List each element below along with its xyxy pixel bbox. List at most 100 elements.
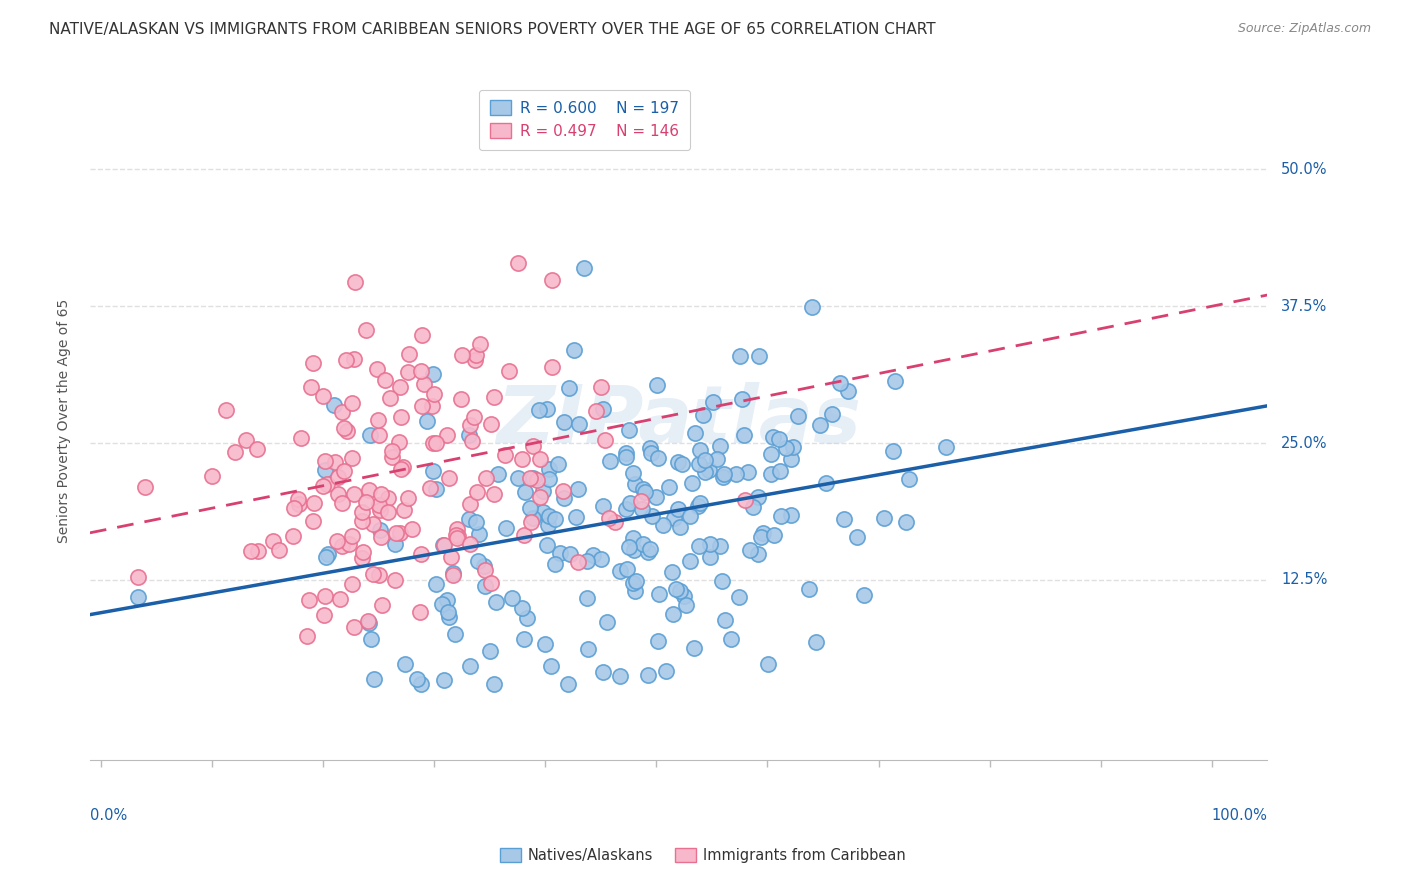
Point	[648, 587, 671, 601]
Point	[352, 545, 374, 559]
Point	[747, 547, 769, 561]
Point	[512, 451, 534, 466]
Point	[770, 508, 793, 523]
Point	[553, 491, 575, 505]
Point	[368, 428, 391, 442]
Point	[617, 540, 640, 554]
Point	[624, 584, 647, 599]
Point	[463, 410, 485, 425]
Point	[422, 464, 444, 478]
Point	[666, 502, 689, 516]
Point	[897, 472, 920, 486]
Point	[768, 432, 790, 446]
Point	[359, 428, 381, 442]
Point	[634, 485, 657, 500]
Point	[467, 554, 489, 568]
Point	[468, 336, 491, 351]
Point	[420, 399, 443, 413]
Point	[846, 530, 869, 544]
Point	[315, 454, 337, 468]
Point	[682, 640, 704, 655]
Point	[574, 260, 596, 275]
Point	[287, 492, 309, 507]
Point	[519, 515, 541, 529]
Point	[551, 484, 574, 499]
Point	[422, 435, 444, 450]
Point	[474, 559, 496, 574]
Point	[599, 454, 621, 468]
Point	[699, 550, 721, 565]
Point	[267, 542, 290, 557]
Point	[631, 482, 654, 496]
Point	[419, 481, 441, 495]
Point	[474, 579, 496, 593]
Point	[342, 577, 364, 591]
Point	[614, 446, 637, 460]
Point	[401, 522, 423, 536]
Point	[409, 606, 432, 620]
Point	[513, 632, 536, 647]
Point	[498, 364, 520, 378]
Point	[688, 539, 710, 553]
Point	[516, 610, 538, 624]
Point	[246, 442, 269, 456]
Point	[322, 398, 344, 412]
Legend: Natives/Alaskans, Immigrants from Caribbean: Natives/Alaskans, Immigrants from Caribb…	[495, 842, 911, 869]
Point	[692, 409, 714, 423]
Point	[406, 673, 429, 687]
Point	[630, 501, 652, 516]
Point	[884, 374, 907, 388]
Point	[658, 480, 681, 494]
Point	[641, 509, 664, 524]
Point	[460, 497, 482, 511]
Point	[585, 404, 607, 418]
Point	[461, 434, 484, 448]
Text: 25.0%: 25.0%	[1281, 435, 1327, 450]
Point	[316, 547, 339, 561]
Point	[801, 300, 824, 314]
Point	[479, 576, 502, 591]
Point	[633, 537, 655, 551]
Point	[384, 537, 406, 551]
Point	[623, 542, 645, 557]
Point	[437, 609, 460, 624]
Point	[437, 471, 460, 485]
Point	[367, 413, 389, 427]
Point	[458, 536, 481, 550]
Point	[377, 505, 399, 519]
Point	[537, 517, 560, 532]
Point	[127, 591, 149, 605]
Point	[557, 677, 579, 691]
Point	[872, 510, 894, 524]
Point	[464, 348, 486, 362]
Point	[614, 501, 637, 516]
Point	[737, 465, 759, 479]
Point	[262, 534, 284, 549]
Point	[333, 421, 356, 435]
Point	[440, 549, 463, 564]
Point	[709, 439, 731, 453]
Point	[335, 353, 357, 368]
Point	[882, 443, 904, 458]
Point	[446, 532, 468, 546]
Point	[328, 470, 350, 484]
Point	[619, 496, 641, 510]
Point	[562, 343, 585, 357]
Point	[368, 498, 391, 512]
Point	[662, 511, 685, 525]
Point	[389, 380, 412, 394]
Point	[591, 380, 613, 394]
Point	[526, 473, 548, 487]
Point	[780, 451, 803, 466]
Point	[412, 376, 434, 391]
Text: 12.5%: 12.5%	[1281, 573, 1327, 587]
Point	[464, 515, 486, 529]
Point	[558, 547, 581, 561]
Point	[360, 632, 382, 647]
Point	[598, 511, 620, 525]
Point	[326, 534, 349, 549]
Point	[361, 516, 384, 531]
Point	[671, 458, 693, 472]
Point	[314, 589, 336, 603]
Point	[710, 574, 733, 588]
